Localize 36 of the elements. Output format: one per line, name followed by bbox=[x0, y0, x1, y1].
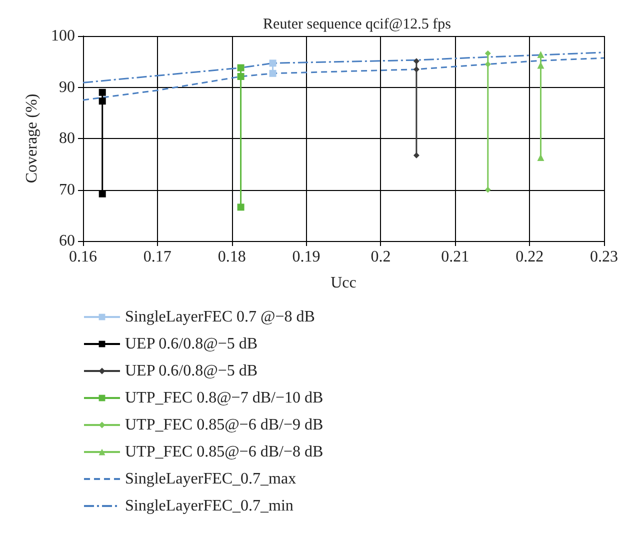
point bbox=[237, 72, 244, 80]
point bbox=[269, 70, 276, 77]
x-tick-label: 0.18 bbox=[218, 248, 246, 266]
legend-label: UTP_FEC 0.85@−6 dB/−8 dB bbox=[125, 444, 324, 460]
y-axis-title: Coverage (%) bbox=[24, 94, 41, 184]
legend-label: UTP_FEC 0.85@−6 dB/−9 dB bbox=[125, 416, 324, 434]
point bbox=[98, 190, 106, 198]
y-tick-label: 80 bbox=[59, 130, 75, 147]
x-tick-label: 0.23 bbox=[590, 248, 618, 266]
x-tick-label: 0.19 bbox=[292, 248, 320, 266]
legend-label: SingleLayerFEC_0.7_max bbox=[125, 470, 296, 488]
y-tick-label: 90 bbox=[59, 78, 75, 96]
point bbox=[537, 50, 544, 58]
legend-label: SingleLayerFEC_0.7_min bbox=[125, 498, 294, 514]
point bbox=[269, 60, 276, 67]
y-tick-label: 60 bbox=[59, 232, 75, 250]
point bbox=[237, 64, 244, 72]
point bbox=[484, 186, 491, 193]
point bbox=[484, 61, 491, 68]
point bbox=[98, 98, 106, 105]
legend-label: SingleLayerFEC 0.7 @−8 dB bbox=[125, 308, 315, 326]
x-tick-label: 0.2 bbox=[370, 248, 391, 266]
y-tick-label: 100 bbox=[51, 28, 75, 44]
legend-label: UEP 0.6/0.8@−5 dB bbox=[125, 362, 258, 380]
chart-title: Reuter sequence qcif@12.5 fps bbox=[263, 16, 452, 32]
x-tick-label: 0.22 bbox=[516, 248, 544, 266]
legend-label: UTP_FEC 0.8@−7 dB/−10 dB bbox=[125, 390, 324, 406]
point bbox=[484, 50, 491, 56]
point bbox=[98, 88, 106, 96]
x-tick-label: 0.16 bbox=[69, 248, 97, 266]
x-tick-label: 0.17 bbox=[143, 248, 172, 266]
y-tick-label: 70 bbox=[59, 181, 75, 198]
point bbox=[237, 204, 244, 211]
legend-label: UEP 0.6/0.8@−5 dB bbox=[125, 336, 258, 352]
x-tick-label: 0.21 bbox=[441, 248, 470, 266]
x-axis-title: Ucc bbox=[330, 274, 356, 292]
